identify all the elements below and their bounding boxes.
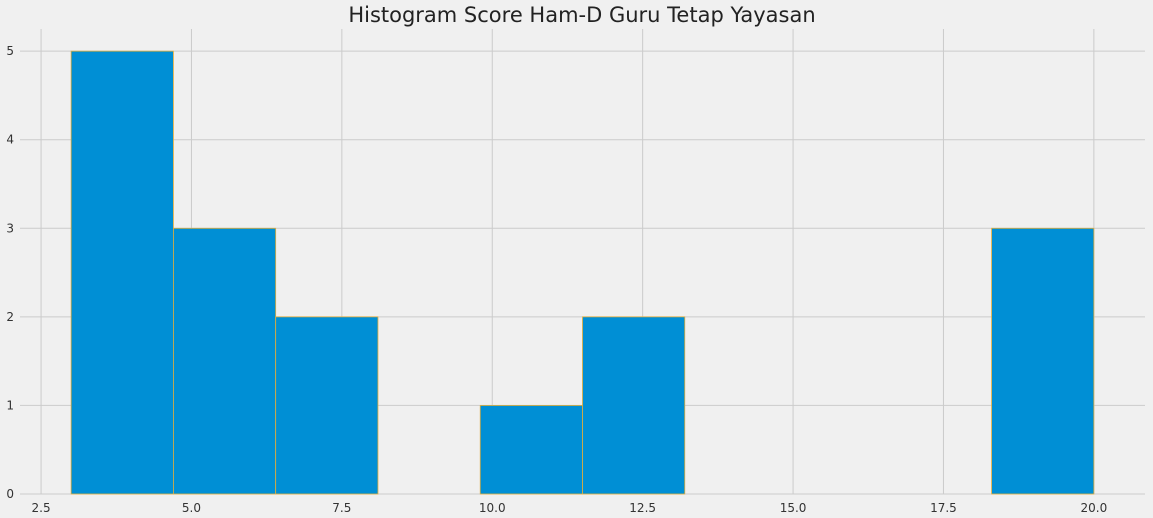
y-tick-label: 1 [6,398,14,412]
y-tick-label: 5 [6,44,14,58]
x-axis-ticks: 2.5 5.0 7.5 10.0 12.5 15.0 17.5 20.0 [32,501,1108,515]
x-tick-label: 2.5 [32,501,51,515]
x-tick-label: 5.0 [182,501,201,515]
x-tick-label: 20.0 [1081,501,1108,515]
histogram-bar [479,405,583,495]
histogram-bar [991,227,1095,495]
x-tick-label: 10.0 [479,501,506,515]
y-tick-label: 0 [6,487,14,501]
histogram-bar [70,50,174,495]
y-axis-ticks: 0 1 2 3 4 5 [6,44,14,501]
x-tick-label: 15.0 [780,501,807,515]
y-tick-label: 3 [6,221,14,235]
chart-title: Histogram Score Ham-D Guru Tetap Yayasan [348,3,815,27]
x-tick-label: 7.5 [332,501,351,515]
histogram-bar [173,227,277,495]
histogram-bar [582,316,686,495]
bars-layer [70,50,1095,495]
histogram-bar [275,316,379,495]
y-tick-label: 2 [6,310,14,324]
y-tick-label: 4 [6,133,14,147]
x-tick-label: 12.5 [629,501,656,515]
x-tick-label: 17.5 [930,501,957,515]
